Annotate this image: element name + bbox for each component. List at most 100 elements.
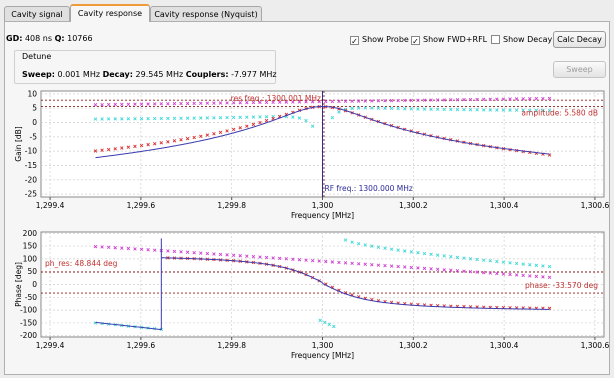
decay-gain-point <box>245 115 249 119</box>
fwd-gain-point-b <box>258 120 262 125</box>
decay-gain-point-b <box>376 106 381 110</box>
rfl-gain-point <box>488 97 493 101</box>
rfl-gain-point <box>291 100 295 104</box>
rfl-gain-point <box>152 102 157 106</box>
decay-gain-point-b <box>106 117 111 121</box>
rfl-phase-point-b <box>245 254 249 258</box>
rfl-phase-point-b <box>403 265 407 269</box>
decay-gain-point-b <box>363 106 367 110</box>
rfl-phase-point-b <box>363 262 367 266</box>
decay-phase-point <box>541 264 545 268</box>
rfl-phase-point-b <box>396 264 400 269</box>
rfl-phase-point <box>442 268 446 272</box>
decay-phase-point <box>396 248 400 252</box>
decay-phase-point <box>416 251 420 255</box>
rfl-gain-point <box>304 100 308 104</box>
rfl-phase-point-b <box>264 255 269 260</box>
decay-phase-point <box>389 247 394 251</box>
rfl-gain-point-b <box>139 102 144 106</box>
rfl-gain-point <box>541 96 545 101</box>
rfl-phase-point <box>192 250 196 255</box>
rfl-gain-point-b <box>363 99 367 103</box>
rfl-gain-point <box>120 102 124 107</box>
gain-ytick-label: 5 <box>32 104 37 113</box>
decay-phase-point-b <box>468 257 473 261</box>
decay-gain-point-b <box>514 108 519 112</box>
decay-gain-point <box>238 115 242 120</box>
decay-phase-point-b <box>327 322 332 327</box>
rfl-phase-point <box>251 254 256 259</box>
rfl-gain-point <box>389 98 394 103</box>
rfl-gain-point <box>409 98 414 103</box>
show-probe-checkbox[interactable]: ✓ Show Probe <box>350 34 409 46</box>
phase-ytick-label: 100 <box>23 254 38 263</box>
fwd-gain-point <box>245 124 249 128</box>
fwd-gain-point-b <box>212 132 216 136</box>
fwd-gain-point-b <box>146 142 150 147</box>
rfl-phase-point-b <box>317 259 321 263</box>
rfl-phase-point <box>376 263 381 267</box>
decay-phase-point <box>323 320 327 325</box>
rfl-phase-point <box>264 255 269 260</box>
rfl-gain-point <box>133 102 137 106</box>
rfl-gain-point <box>462 97 466 102</box>
rfl-phase-point-b <box>475 270 479 274</box>
decay-gain-point-b <box>185 116 190 120</box>
rfl-phase-point <box>363 262 367 266</box>
rfl-gain-point-b <box>251 100 256 105</box>
decay-phase-point <box>449 254 453 259</box>
decay-gain-point <box>462 107 466 112</box>
decay-gain-point <box>356 106 361 110</box>
rfl-gain-point-b <box>199 101 203 106</box>
rfl-phase-point-b <box>199 251 203 255</box>
fwd-gain-point <box>199 134 203 139</box>
rfl-gain-point-b <box>291 100 295 104</box>
tab-cavity-signal[interactable]: Cavity signal <box>4 6 70 21</box>
rfl-phase-point-b <box>508 272 512 277</box>
decay-gain-point <box>363 106 367 110</box>
detune-values: Sweep: 0.001 MHz Decay: 29.545 MHz Coupl… <box>22 70 277 79</box>
detune-title: Detune <box>22 52 52 61</box>
rfl-gain-point <box>442 98 446 102</box>
decay-phase-point-b <box>318 318 322 323</box>
rfl-phase-point-b <box>455 269 460 273</box>
fwd-gain-point <box>139 143 144 148</box>
gain-xtick-label: 1,300 <box>312 201 334 210</box>
sweep-button[interactable]: Sweep <box>553 61 606 78</box>
tab-cavity-response[interactable]: Cavity response <box>70 4 150 22</box>
gain-ytick-label: 10 <box>27 89 37 98</box>
rfl-gain-point <box>337 99 341 104</box>
sweep-label: Sweep: <box>22 70 55 79</box>
rfl-gain-point-b <box>133 102 137 106</box>
show-probe-box[interactable]: ✓ <box>350 36 359 46</box>
show-decay-box[interactable] <box>491 35 500 44</box>
decay-gain-point-b <box>442 107 446 112</box>
fwd-gain-point <box>133 144 137 149</box>
phase-ytick-label: 200 <box>23 229 38 238</box>
rfl-gain-point-b <box>547 96 552 101</box>
decay-phase-point <box>488 259 493 263</box>
decay-gain-point-b <box>462 107 466 112</box>
rfl-gain-point-b <box>146 102 150 106</box>
calc-decay-button[interactable]: Calc Decay <box>553 31 606 48</box>
decay-gain-point <box>212 116 216 120</box>
rfl-gain-point <box>205 101 210 105</box>
show-decay-checkbox[interactable]: Show Decay <box>491 34 552 46</box>
rfl-phase-point <box>218 252 223 257</box>
phase-xlabel: Frequency [MHz] <box>291 351 354 360</box>
show-fwd-rfl-box[interactable]: ✓ <box>411 36 420 46</box>
rfl-gain-point-b <box>495 97 499 101</box>
rfl-phase-point-b <box>389 264 394 268</box>
rfl-gain-point <box>534 96 539 101</box>
rfl-phase-point-b <box>416 266 420 270</box>
rfl-phase-point <box>541 275 545 279</box>
decay-gain-point-b <box>245 115 249 119</box>
rfl-phase-point <box>284 257 289 261</box>
rfl-gain-point-b <box>409 98 414 103</box>
decay-phase-point <box>468 257 473 261</box>
decay-gain-point-b <box>330 115 335 120</box>
show-fwd-rfl-checkbox[interactable]: ✓ Show FWD+RFL <box>411 34 487 46</box>
tab-cavity-response-nyquist[interactable]: Cavity response (Nyquist) <box>150 6 262 21</box>
decay-phase-point <box>327 322 332 327</box>
